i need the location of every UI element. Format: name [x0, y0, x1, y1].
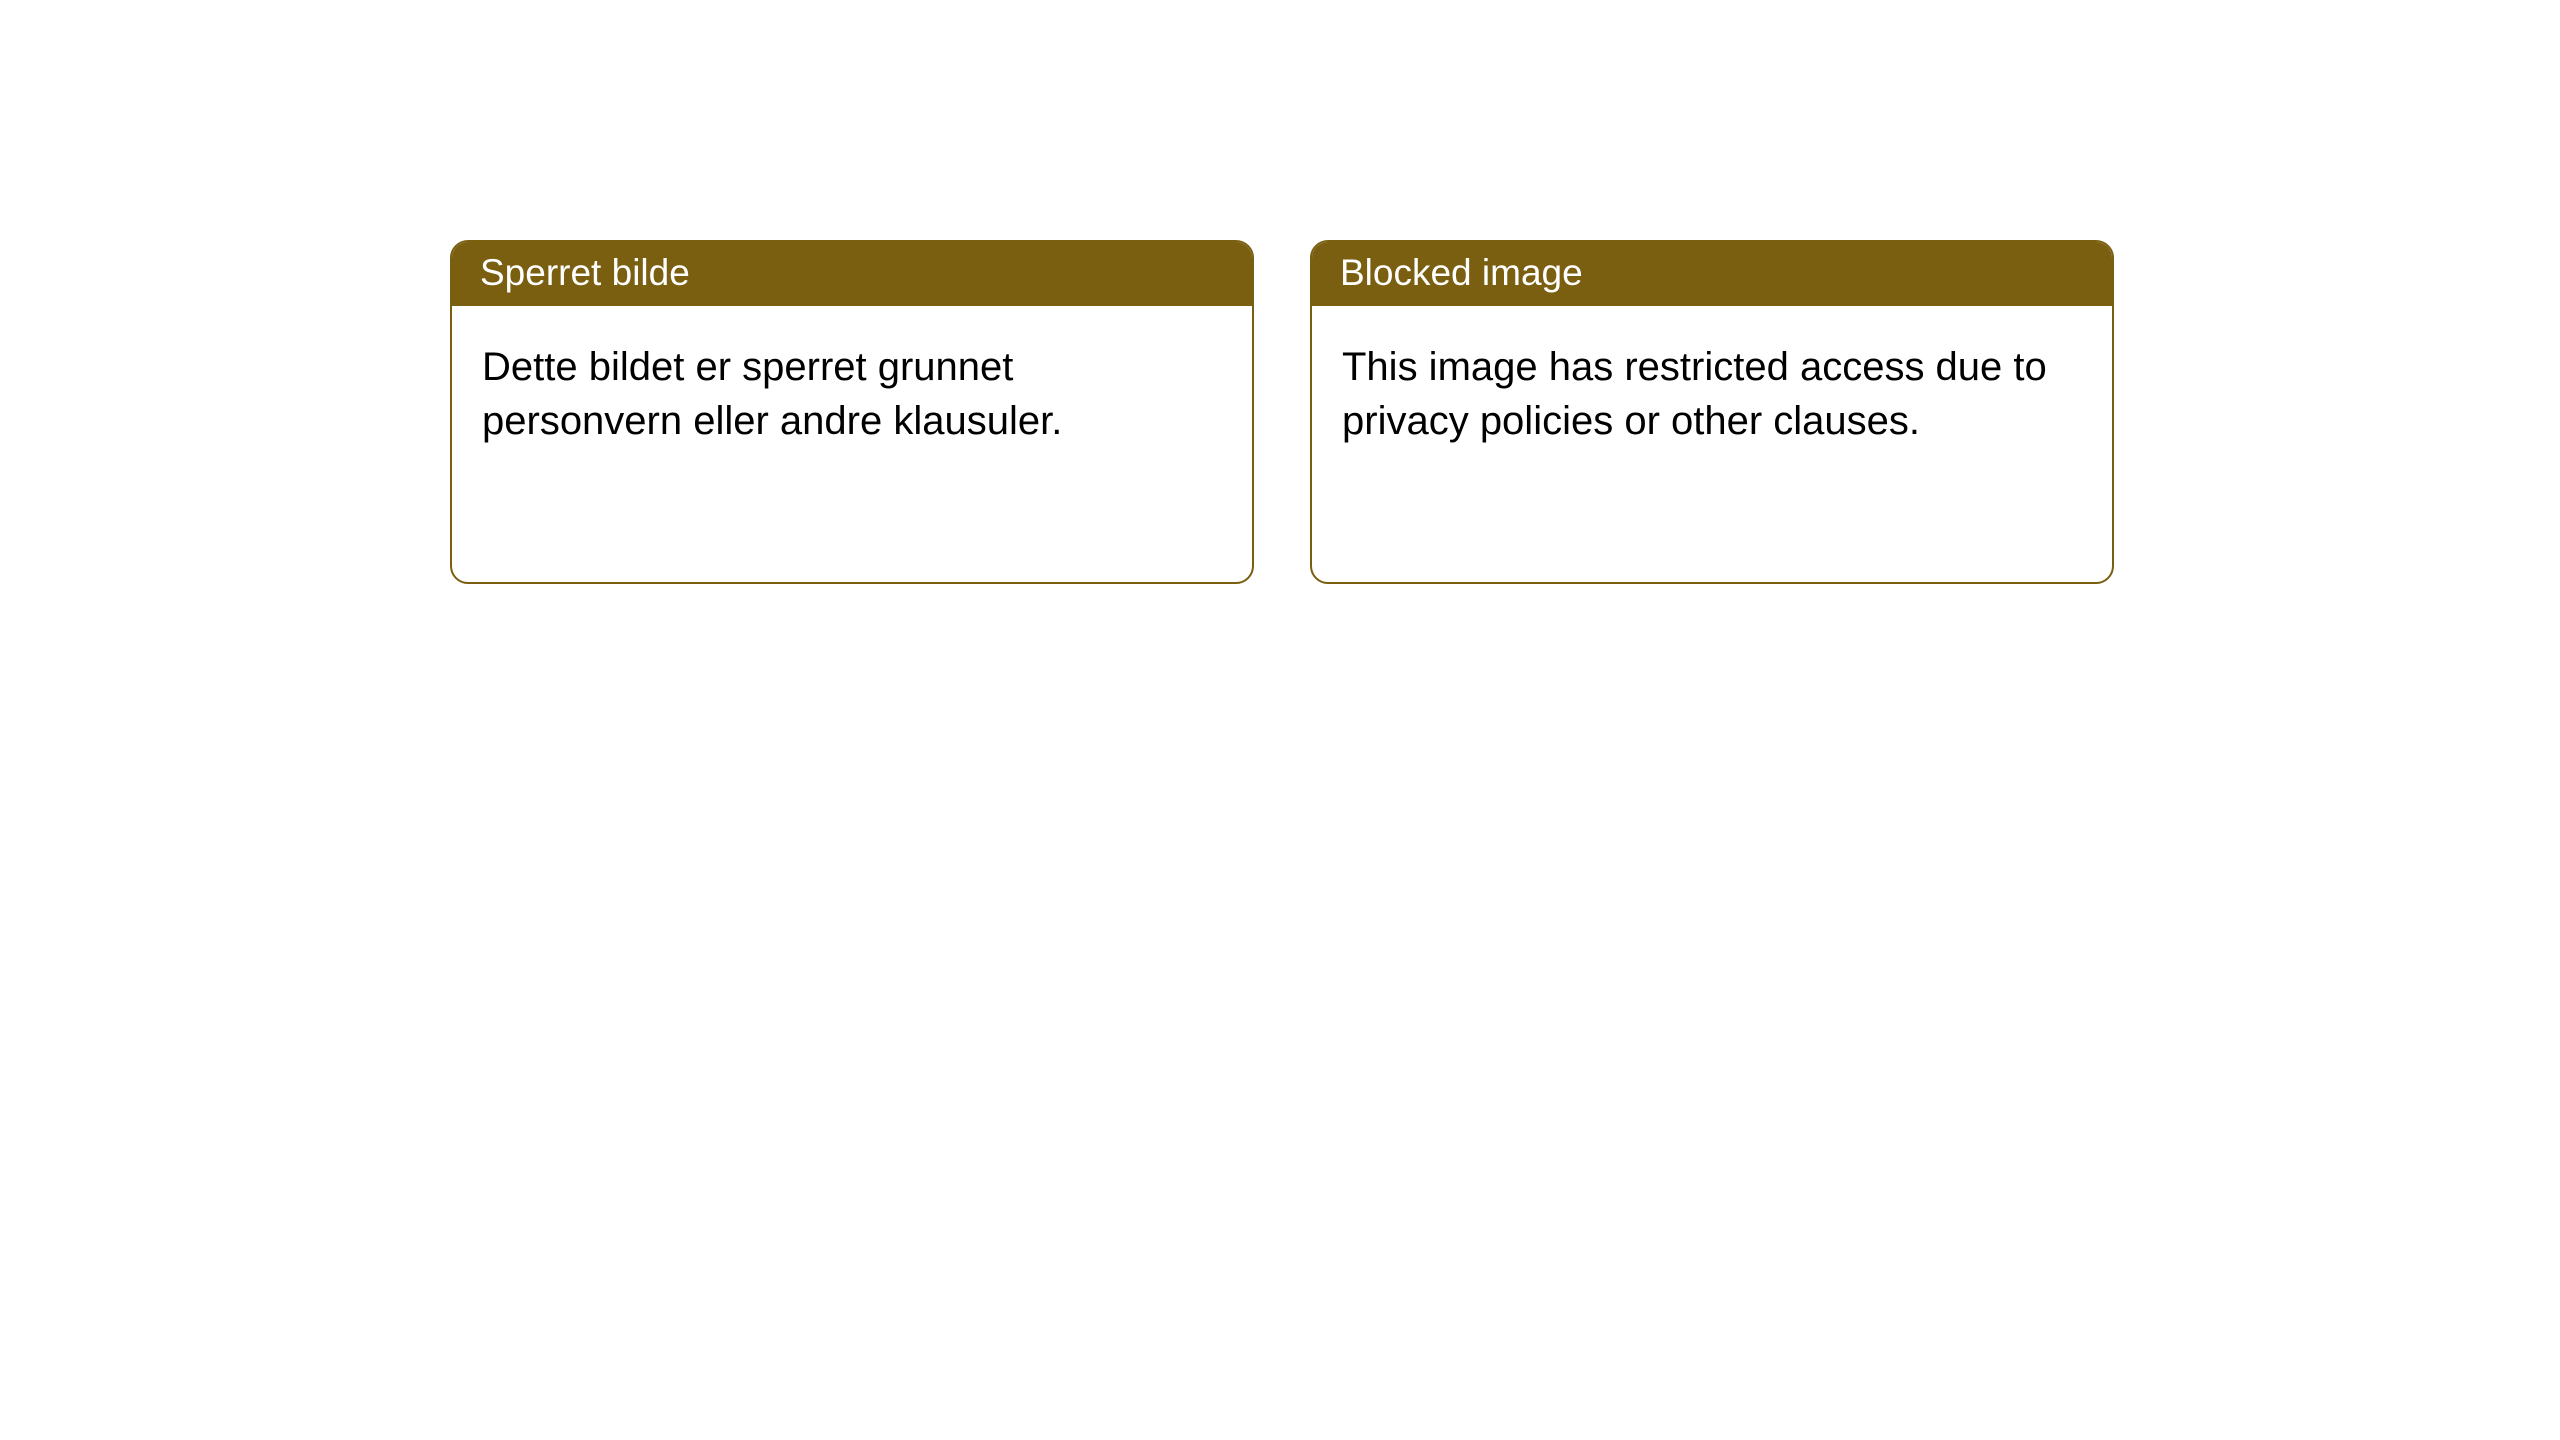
blocked-image-card-en: Blocked image This image has restricted … [1310, 240, 2114, 584]
card-header-no: Sperret bilde [452, 242, 1252, 306]
blocked-image-card-no: Sperret bilde Dette bildet er sperret gr… [450, 240, 1254, 584]
card-body-no: Dette bildet er sperret grunnet personve… [452, 306, 1252, 582]
card-title-no: Sperret bilde [480, 252, 690, 293]
notice-cards-container: Sperret bilde Dette bildet er sperret gr… [0, 0, 2560, 584]
card-body-text-en: This image has restricted access due to … [1342, 345, 2047, 443]
card-body-en: This image has restricted access due to … [1312, 306, 2112, 582]
card-body-text-no: Dette bildet er sperret grunnet personve… [482, 345, 1062, 443]
card-title-en: Blocked image [1340, 252, 1583, 293]
card-header-en: Blocked image [1312, 242, 2112, 306]
